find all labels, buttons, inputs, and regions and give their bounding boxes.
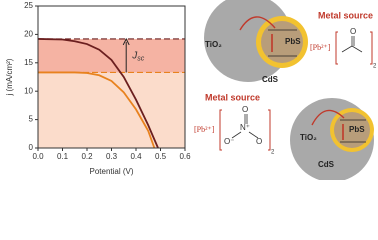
tio2-label: TiO₂: [300, 133, 317, 142]
bracket: [219, 109, 271, 151]
ion-label: [Pb²⁺]: [194, 125, 215, 134]
atom: O: [350, 27, 356, 36]
atom: N⁺: [240, 123, 250, 132]
pbs-label: PbS: [285, 37, 301, 46]
y-tick-label: 25: [24, 1, 33, 10]
series-line: [37, 38, 159, 149]
figure: 0 5 10 15 20 25 0.0 0.1 0.2 0.3 0.4 0.5 0.6 Potential…: [5, 0, 377, 180]
y-tick-label: 5: [29, 115, 34, 124]
x-tick-label: 0.5: [155, 152, 167, 161]
plot-frame: [37, 5, 186, 149]
bond: [341, 36, 363, 53]
jsc-main: J: [131, 50, 138, 61]
jsc-arrowhead: [122, 37, 130, 46]
y-tick-label: 15: [24, 58, 33, 67]
diagram: TiO₂ CdS PbS Metal source [Pb²⁺] O 2 TiO…: [194, 0, 377, 180]
tio2-label: TiO₂: [205, 40, 222, 49]
x-tick-label: 0.2: [81, 152, 93, 161]
source-label: Metal source: [205, 92, 260, 102]
bond: [231, 114, 259, 139]
x-tick-label: 0.0: [32, 152, 44, 161]
x-tick-label: 0.1: [57, 152, 69, 161]
pbs-label: PbS: [349, 125, 365, 134]
x-axis-label: Potential (V): [89, 167, 133, 176]
pbs-dot: [261, 21, 303, 63]
chart: 0 5 10 15 20 25 0.0 0.1 0.2 0.3 0.4 0.5 0.6 Potential…: [5, 1, 191, 176]
jsc-label: Jsc: [131, 50, 145, 62]
x-tick-label: 0.6: [179, 152, 191, 161]
atom: O⁻: [224, 137, 234, 146]
cds-label: CdS: [262, 75, 279, 84]
jsc-band: [38, 72, 185, 148]
count: 2: [373, 64, 377, 70]
jsc-band: [38, 38, 185, 73]
arrow: [239, 16, 276, 31]
y-axis-label: j (mA/cm²): [5, 58, 14, 96]
y-tick-label: 10: [24, 86, 33, 95]
count: 2: [271, 150, 275, 156]
atom: O: [242, 105, 248, 114]
y-tick-label: 0: [29, 143, 34, 152]
bracket: [335, 31, 373, 65]
arrow: [311, 109, 345, 126]
y-tick-label: 20: [24, 30, 33, 39]
ion-label: [Pb²⁺]: [310, 43, 331, 52]
x-tick-label: 0.3: [106, 152, 118, 161]
source-label: Metal source: [318, 10, 373, 20]
series-line: [38, 71, 156, 149]
jsc-sub: sc: [137, 56, 145, 63]
cds-label: CdS: [318, 160, 335, 169]
atom: O: [256, 137, 262, 146]
x-tick-label: 0.4: [130, 152, 142, 161]
